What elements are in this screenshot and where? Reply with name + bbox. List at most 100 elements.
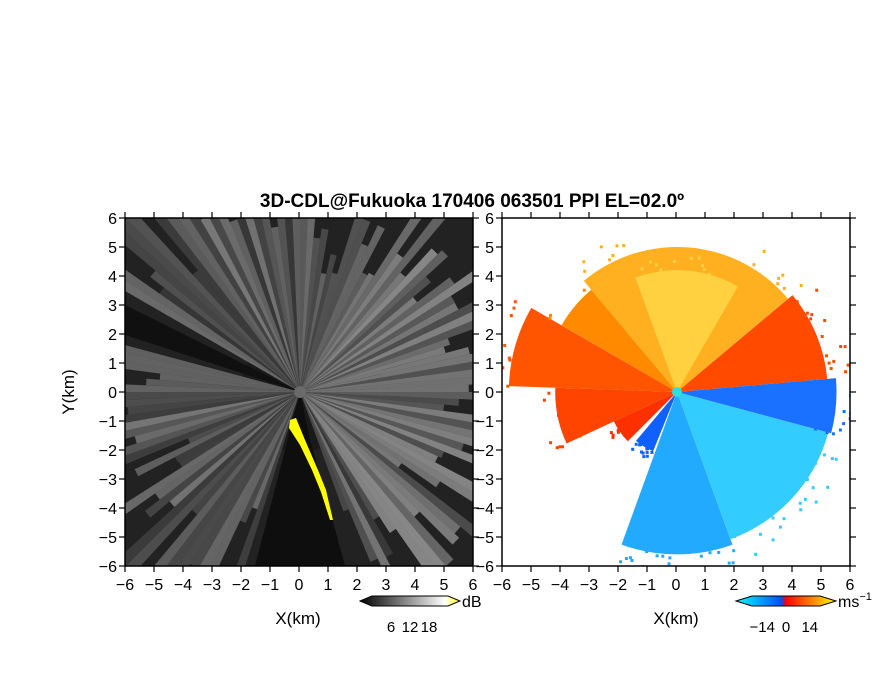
velocity-speckle [555, 446, 559, 450]
velocity-speckle [580, 304, 584, 308]
velocity-speckle [582, 260, 586, 264]
reflectivity-ray [190, 392, 300, 566]
reflectivity-ray [300, 301, 473, 392]
velocity-speckle [626, 429, 630, 433]
velocity-speckle [697, 529, 701, 533]
velocity-speckle [806, 351, 810, 355]
velocity-speckle [834, 457, 838, 461]
reflectivity-ray [125, 392, 300, 515]
velocity-colorbar-unit: ms−1 [838, 591, 872, 611]
velocity-xtick-label: −1 [638, 577, 656, 594]
velocity-speckle [513, 300, 517, 304]
velocity-speckle [690, 573, 693, 576]
reflectivity-ray [159, 373, 300, 392]
reflectivity-ray [300, 302, 459, 392]
reflectivity-ray [125, 345, 300, 392]
reflectivity-ray [300, 254, 337, 392]
reflectivity-ray [300, 243, 368, 392]
velocity-axes: −6 −5 −4 −3 −2 −1 0 1 2 3 4 5 6 −6 −5 −4 −3 −2 −1 0 1 2 3 4 5 6 [476, 211, 856, 594]
reflectivity-ray [300, 353, 473, 392]
velocity-speckle [608, 258, 612, 262]
velocity-speckle [854, 434, 857, 437]
reflectivity-ray [284, 218, 300, 392]
velocity-xlabel: X(km) [653, 609, 698, 628]
velocity-speckle [566, 318, 570, 322]
velocity-speckle [790, 325, 794, 329]
velocity-speckle [749, 505, 752, 508]
velocity-unit-exponent: −1 [859, 591, 872, 603]
velocity-speckle [843, 345, 847, 349]
figure-title: 3D-CDL@Fukuoka 170406 063501 PPI EL=02.0… [260, 191, 684, 212]
velocity-ytick-label: 3 [485, 298, 494, 315]
velocity-speckle [778, 525, 782, 529]
velocity-speckle [702, 548, 706, 552]
velocity-speckle [795, 460, 799, 464]
reflectivity-xtick-label: 6 [469, 577, 478, 594]
velocity-speckle [548, 316, 552, 320]
velocity-speckle [754, 510, 758, 514]
reflectivity-ray [300, 392, 460, 545]
velocity-speckle [525, 331, 528, 335]
velocity-speckle [749, 281, 753, 285]
velocity-speckle [801, 471, 805, 475]
velocity-speckle [517, 342, 521, 345]
reflectivity-rays [125, 218, 473, 566]
velocity-speckle [757, 504, 761, 508]
velocity-speckle [732, 549, 736, 553]
reflectivity-ray [145, 392, 300, 518]
reflectivity-ytick-label: 4 [108, 269, 117, 286]
reflectivity-panel: −6 −5 −4 −3 −2 −1 0 1 2 3 4 5 6 −6 −5 −4 −3 −2 −1 0 1 2 3 4 5 6 X… [59, 211, 479, 628]
velocity-speckle [831, 432, 835, 436]
velocity-speckle [729, 519, 733, 523]
velocity-speckle [751, 510, 755, 514]
velocity-speckle [797, 453, 801, 457]
reflectivity-ray [125, 231, 300, 392]
velocity-speckle [709, 543, 712, 547]
reflectivity-ray [245, 218, 300, 392]
velocity-speckle [781, 273, 785, 277]
velocity-wedge [561, 289, 677, 392]
velocity-speckle [558, 445, 562, 449]
velocity-speckle [825, 431, 829, 435]
reflectivity-ray [153, 392, 300, 566]
reflectivity-ray [300, 253, 403, 392]
reflectivity-ytick-label: 2 [108, 327, 117, 344]
velocity-speckle [630, 559, 634, 562]
velocity-speckle [688, 545, 692, 549]
velocity-speckle [799, 284, 803, 287]
velocity-xtick-label: −3 [580, 577, 598, 594]
velocity-speckle [794, 471, 798, 475]
velocity-speckle [822, 453, 826, 457]
velocity-speckle [622, 244, 626, 248]
reflectivity-ytick-label: 6 [108, 211, 117, 228]
reflectivity-ray [125, 392, 300, 408]
velocity-speckle [641, 540, 645, 543]
velocity-xtick-label: −5 [522, 577, 540, 594]
reflectivity-ray [261, 218, 300, 392]
velocity-speckle [648, 260, 652, 264]
velocity-speckle [701, 264, 704, 268]
reflectivity-ray [252, 392, 300, 510]
reflectivity-xtick-label: −2 [232, 577, 250, 594]
velocity-speckle [803, 497, 807, 501]
velocity-panel: −6 −5 −4 −3 −2 −1 0 1 2 3 4 5 6 −6 −5 −4 −3 −2 −1 0 1 2 3 4 5 6 X… [476, 211, 857, 628]
velocity-speckle [763, 292, 767, 296]
reflectivity-ray [300, 272, 374, 392]
reflectivity-ytick-label: 3 [108, 298, 117, 315]
velocity-wedge [636, 392, 677, 452]
velocity-xtick-label: 4 [788, 577, 797, 594]
reflectivity-ylabel: Y(km) [59, 369, 78, 414]
velocity-unit-base: ms [838, 594, 859, 611]
velocity-speckle [771, 538, 775, 542]
reflectivity-ray [300, 225, 385, 392]
velocity-speckle [622, 275, 626, 279]
velocity-speckle [520, 338, 524, 342]
reflectivity-ray [125, 392, 300, 456]
velocity-speckle [716, 293, 720, 297]
velocity-wedge [635, 270, 738, 392]
reflectivity-ray [300, 392, 402, 468]
velocity-speckle [573, 405, 577, 409]
reflectivity-ray [159, 287, 300, 392]
velocity-colorbar: −14 0 14 ms−1 [734, 591, 872, 636]
velocity-speckle [527, 331, 531, 335]
